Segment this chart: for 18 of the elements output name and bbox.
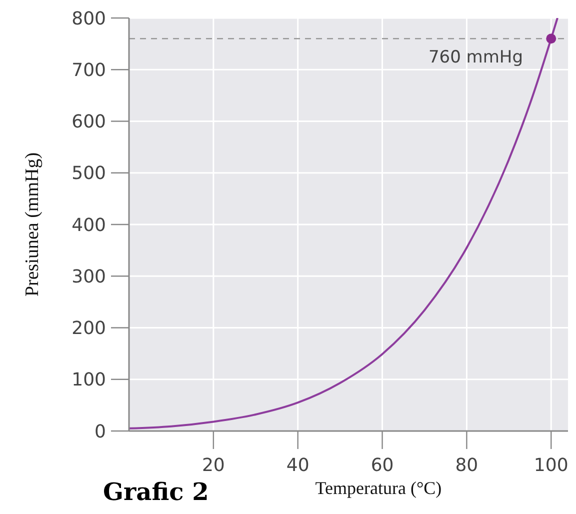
x-axis-title: Temperatura (°C) — [315, 478, 442, 498]
x-tick-label: 100 — [534, 455, 568, 476]
y-tick-label: 100 — [72, 370, 106, 391]
x-tick-label: 40 — [286, 455, 310, 476]
text: Grafic 2 — [103, 477, 209, 506]
x-tick-label: 60 — [370, 455, 394, 476]
y-tick-label: 700 — [72, 60, 106, 81]
y-tick-label: 800 — [72, 8, 106, 30]
y-tick-label: 300 — [72, 266, 106, 288]
y-tick-label: 0 — [94, 421, 106, 442]
y-tick-label: 500 — [72, 163, 106, 184]
y-tick-label: 200 — [72, 318, 106, 340]
y-tick-label: 600 — [72, 112, 106, 133]
y-axis-title: Presiunea (mmHg) — [22, 152, 43, 297]
x-tick-label: 20 — [202, 455, 225, 476]
x-tick-label: 80 — [455, 455, 478, 476]
ref-line-label: 760 mmHg — [428, 48, 523, 68]
y-tick-label: 400 — [72, 214, 106, 236]
